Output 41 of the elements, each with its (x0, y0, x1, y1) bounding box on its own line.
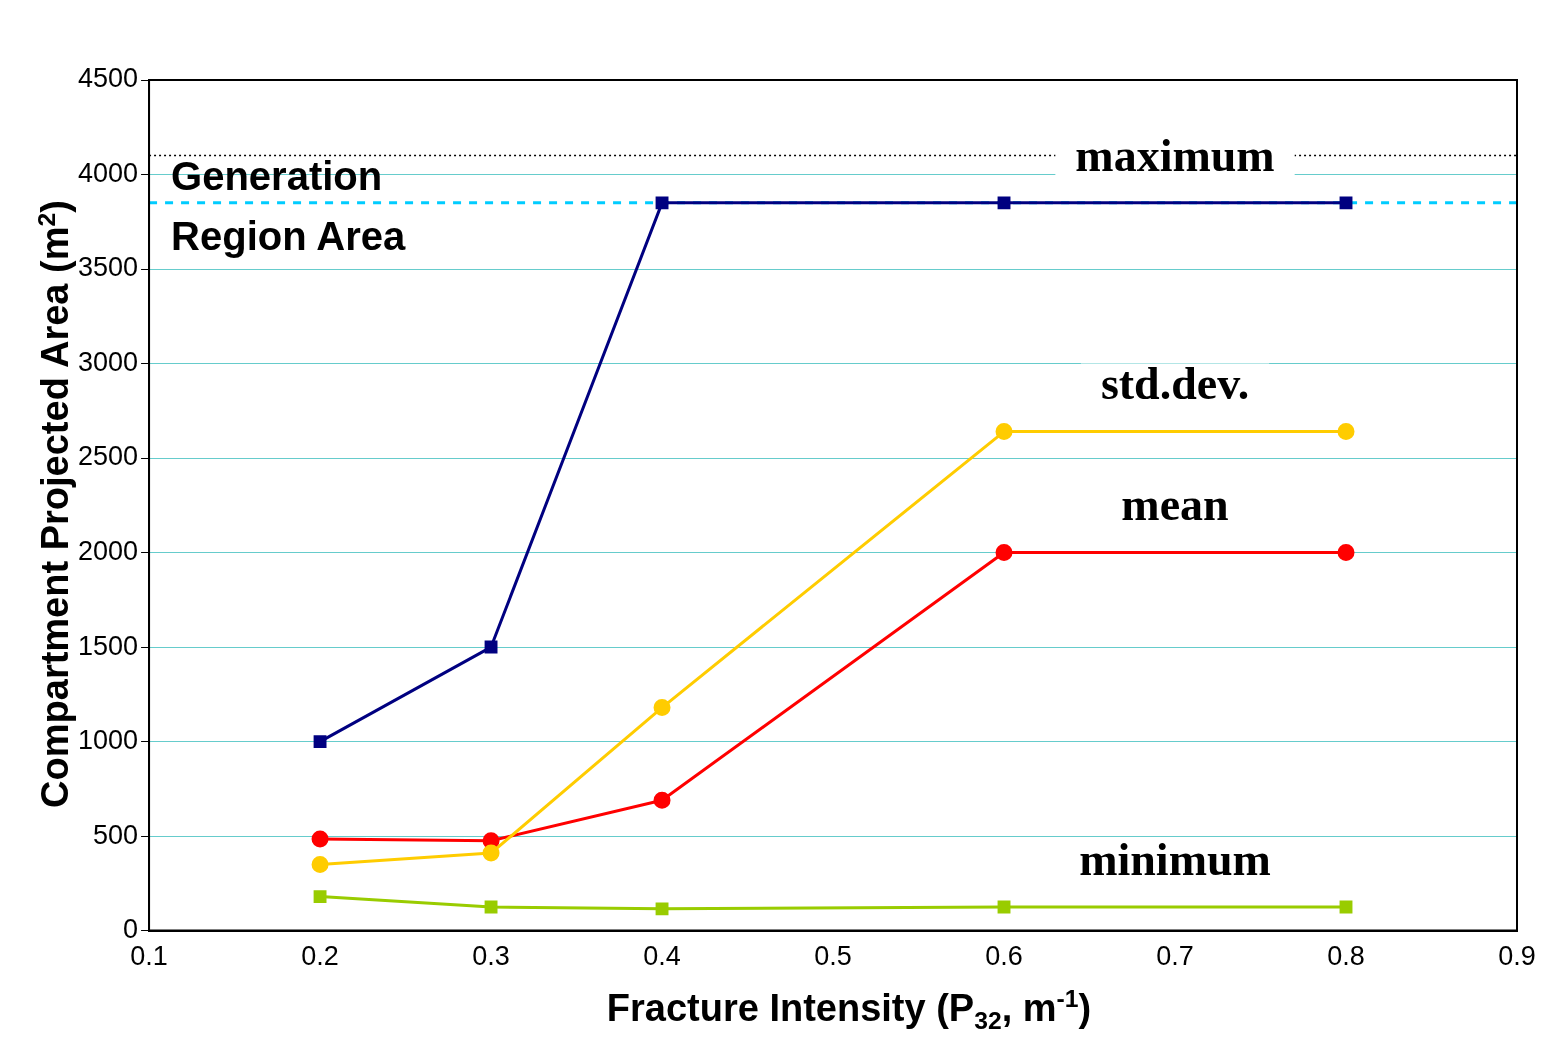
point (1337, 544, 1355, 562)
point (1337, 423, 1355, 441)
point (653, 699, 671, 717)
point (995, 544, 1013, 562)
point (1339, 900, 1353, 914)
point (997, 196, 1011, 210)
point (313, 735, 327, 749)
point (313, 890, 327, 904)
x-tick-label: 0.6 (985, 941, 1023, 972)
point (311, 830, 329, 848)
point (1339, 196, 1353, 210)
y-tick-label: 1000 (77, 725, 139, 756)
x-tick-label: 0.7 (1156, 941, 1194, 972)
x-axis-title: Fracture Intensity (P$_{32}$, m$^{-1}$) (605, 985, 1093, 1036)
point (995, 423, 1013, 441)
x-tick-label: 0.5 (814, 941, 852, 972)
point (655, 902, 669, 916)
x-tick-label: 0.9 (1498, 941, 1536, 972)
series-label: minimum (1079, 833, 1271, 885)
y-tick-label: 4500 (77, 63, 139, 94)
series-label: std.dev. (1100, 358, 1250, 410)
y-tick-label: 3500 (77, 252, 139, 283)
series-label: maximum (1075, 129, 1275, 181)
y-tick-label: 4000 (77, 157, 139, 188)
x-tick-label: 0.3 (472, 941, 510, 972)
x-tick-label: 0.2 (301, 941, 339, 972)
point (655, 196, 669, 210)
point (484, 900, 498, 914)
x-tick-label: 0.4 (643, 941, 681, 972)
y-tick-label: 1500 (77, 630, 139, 661)
y-tick-label: 3000 (77, 346, 139, 377)
y-tick-label: 500 (93, 819, 139, 850)
point (653, 791, 671, 809)
point (997, 900, 1011, 914)
point (484, 640, 498, 654)
y-tick-label: 2000 (77, 536, 139, 567)
x-tick-label: 0.8 (1327, 941, 1365, 972)
point (482, 844, 500, 862)
y-tick-label: 2500 (77, 441, 139, 472)
point (311, 855, 329, 873)
series-label: mean (1121, 479, 1229, 531)
